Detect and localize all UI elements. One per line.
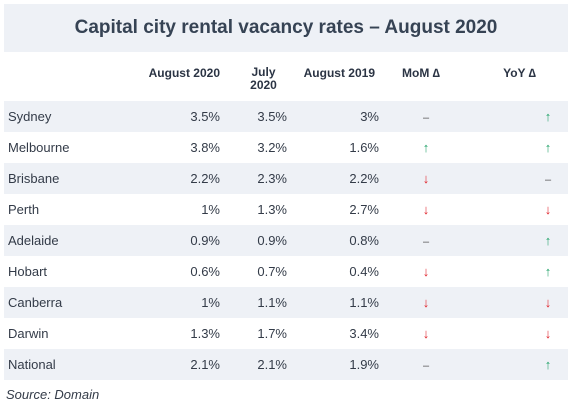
cell-august-2020: 3.5%	[190, 109, 220, 124]
cell-august-2019: 3.4%	[349, 326, 379, 341]
arrow-up-icon: ↑	[544, 357, 552, 372]
cell-august-2019: 1.6%	[349, 140, 379, 155]
cell-mom-change: –	[379, 233, 470, 248]
cell-city: Darwin	[8, 326, 49, 341]
table-row: Melbourne 3.8% 3.2% 1.6% ↑ ↑	[4, 132, 568, 163]
table-row: Darwin 1.3% 1.7% 3.4% ↓ ↓	[4, 318, 568, 349]
cell-august-2020: 2.1%	[190, 357, 220, 372]
arrow-down-icon: ↓	[544, 295, 552, 310]
cell-yoy-change: ↓	[470, 202, 564, 217]
cell-mom-change: ↓	[379, 171, 470, 186]
cell-august-2019: 3%	[360, 109, 379, 124]
cell-city: Perth	[8, 202, 40, 217]
cell-august-2019: 2.7%	[349, 202, 379, 217]
cell-mom-change: ↓	[379, 295, 470, 310]
table-row: Hobart 0.6% 0.7% 0.4% ↓ ↑	[4, 256, 568, 287]
cell-july-2020: 2.3%	[257, 171, 287, 186]
cell-august-2019: 0.8%	[349, 233, 379, 248]
cell-mom-change: ↓	[379, 202, 470, 217]
table-row: National 2.1% 2.1% 1.9% – ↑	[4, 349, 568, 380]
cell-july-2020: 1.1%	[257, 295, 287, 310]
cell-august-2020: 1%	[201, 295, 220, 310]
cell-july-2020: 2.1%	[257, 357, 287, 372]
cell-city: Brisbane	[8, 171, 60, 186]
cell-yoy-change: ↑	[470, 264, 564, 279]
cell-july-2020: 1.7%	[257, 326, 287, 341]
table-title: Capital city rental vacancy rates – Augu…	[4, 4, 568, 52]
cell-august-2020: 3.8%	[190, 140, 220, 155]
arrow-down-icon: ↓	[422, 171, 430, 186]
table-body: Sydney 3.5% 3.5% 3% – ↑ Melbourne 3.8% 3.2% 1.6% ↑…	[4, 101, 568, 380]
arrow-up-icon: ↑	[544, 109, 552, 124]
dash-icon: –	[422, 112, 430, 124]
arrow-down-icon: ↓	[422, 264, 430, 279]
cell-yoy-change: ↑	[470, 140, 564, 155]
cell-yoy-change: ↓	[470, 326, 564, 341]
cell-july-2020: 3.5%	[257, 109, 287, 124]
dash-icon: –	[544, 174, 552, 186]
cell-yoy-change: ↑	[470, 233, 564, 248]
cell-july-2020: 3.2%	[257, 140, 287, 155]
header-july-2020-line2: 2020	[250, 78, 277, 92]
arrow-down-icon: ↓	[422, 202, 430, 217]
cell-july-2020: 1.3%	[257, 202, 287, 217]
arrow-down-icon: ↓	[422, 295, 430, 310]
table-row: Canberra 1% 1.1% 1.1% ↓ ↓	[4, 287, 568, 318]
arrow-up-icon: ↑	[544, 233, 552, 248]
header-july-2020-line1: July	[251, 65, 276, 79]
cell-july-2020: 0.9%	[257, 233, 287, 248]
cell-mom-change: ↓	[379, 264, 470, 279]
cell-august-2019: 1.1%	[349, 295, 379, 310]
cell-august-2019: 0.4%	[349, 264, 379, 279]
cell-yoy-change: ↑	[470, 357, 564, 372]
arrow-down-icon: ↓	[422, 326, 430, 341]
cell-july-2020: 0.7%	[257, 264, 287, 279]
header-august-2019: August 2019	[303, 66, 375, 80]
cell-city: Hobart	[8, 264, 48, 279]
cell-yoy-change: –	[470, 171, 564, 186]
header-mom-change: MoM ∆	[402, 66, 440, 80]
cell-city: Melbourne	[8, 140, 70, 155]
arrow-up-icon: ↑	[544, 140, 552, 155]
cell-mom-change: –	[379, 357, 470, 372]
header-august-2020: August 2020	[148, 66, 220, 80]
table-header-row: August 2020 July 2020 August 2019 MoM ∆ …	[4, 52, 568, 101]
cell-august-2019: 2.2%	[349, 171, 379, 186]
arrow-down-icon: ↓	[544, 202, 552, 217]
table-row: Perth 1% 1.3% 2.7% ↓ ↓	[4, 194, 568, 225]
cell-mom-change: –	[379, 109, 470, 124]
table-row: Adelaide 0.9% 0.9% 0.8% – ↑	[4, 225, 568, 256]
arrow-up-icon: ↑	[422, 140, 430, 155]
cell-yoy-change: ↓	[470, 295, 564, 310]
cell-august-2020: 0.6%	[190, 264, 220, 279]
cell-mom-change: ↓	[379, 326, 470, 341]
cell-mom-change: ↑	[379, 140, 470, 155]
dash-icon: –	[422, 236, 430, 248]
cell-august-2020: 0.9%	[190, 233, 220, 248]
cell-city: National	[8, 357, 56, 372]
cell-city: Sydney	[8, 109, 52, 124]
cell-city: Canberra	[8, 295, 63, 310]
header-july-2020: July 2020	[220, 66, 287, 92]
vacancy-table: Capital city rental vacancy rates – Augu…	[4, 4, 568, 380]
cell-august-2020: 1%	[201, 202, 220, 217]
dash-icon: –	[422, 360, 430, 372]
cell-city: Adelaide	[8, 233, 59, 248]
arrow-up-icon: ↑	[544, 264, 552, 279]
cell-august-2020: 1.3%	[190, 326, 220, 341]
table-row: Brisbane 2.2% 2.3% 2.2% ↓ –	[4, 163, 568, 194]
cell-august-2020: 2.2%	[190, 171, 220, 186]
arrow-down-icon: ↓	[544, 326, 552, 341]
header-yoy-change: YoY ∆	[503, 66, 536, 80]
source-note: Source: Domain	[6, 387, 100, 402]
table-row: Sydney 3.5% 3.5% 3% – ↑	[4, 101, 568, 132]
cell-august-2019: 1.9%	[349, 357, 379, 372]
cell-yoy-change: ↑	[470, 109, 564, 124]
